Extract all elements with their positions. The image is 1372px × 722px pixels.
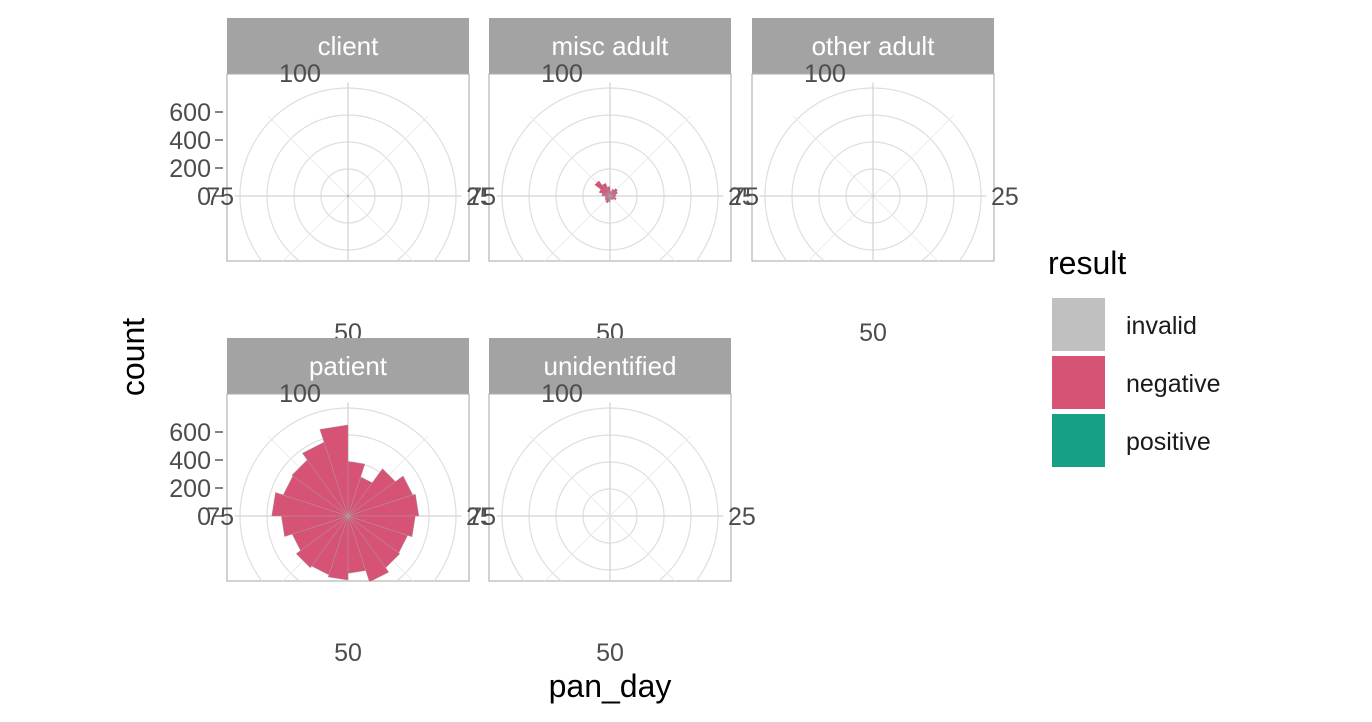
x-axis-title: pan_day bbox=[549, 668, 672, 704]
legend-label: invalid bbox=[1126, 312, 1197, 340]
facet-strip-label: misc adult bbox=[551, 31, 669, 61]
theta-tick-label: 25 bbox=[728, 183, 756, 211]
r-tick-label: 600 bbox=[169, 419, 211, 447]
r-tick-label: 400 bbox=[169, 127, 211, 155]
angular-gridline bbox=[544, 195, 611, 261]
angular-gridline bbox=[347, 195, 414, 261]
theta-tick-label: 50 bbox=[859, 319, 887, 347]
facet-strip-label: other adult bbox=[812, 31, 936, 61]
facet-strip bbox=[489, 338, 731, 394]
angular-gridline bbox=[544, 515, 611, 581]
facet-panel-unidentified: unidentified 25 50 75 100 bbox=[468, 338, 756, 667]
facet-strip bbox=[489, 18, 731, 74]
facet-strip-label: client bbox=[318, 31, 379, 61]
legend-key-positive bbox=[1052, 414, 1105, 467]
angular-gridline bbox=[282, 195, 349, 261]
y-axis-title: count bbox=[115, 318, 151, 396]
angular-gridline bbox=[267, 115, 349, 197]
r-tick-label: 200 bbox=[169, 475, 211, 503]
legend-label: negative bbox=[1126, 370, 1221, 398]
angular-gridline bbox=[529, 115, 611, 197]
theta-tick-label: 100 bbox=[279, 380, 321, 408]
theta-tick-label: 75 bbox=[206, 503, 234, 531]
theta-tick-label: 100 bbox=[541, 380, 583, 408]
theta-tick-label: 75 bbox=[731, 183, 759, 211]
theta-tick-label: 100 bbox=[279, 60, 321, 88]
polar-plot bbox=[759, 82, 987, 261]
angular-gridline bbox=[529, 435, 611, 517]
legend-key-negative bbox=[1052, 356, 1105, 409]
theta-tick-label: 75 bbox=[206, 183, 234, 211]
r-tick-label: 200 bbox=[169, 155, 211, 183]
facet-strip-label: patient bbox=[309, 351, 388, 381]
r-tick-label: 0 bbox=[197, 503, 211, 531]
theta-tick-label: 75 bbox=[468, 183, 496, 211]
theta-tick-label: 100 bbox=[541, 60, 583, 88]
facet-strip-label: unidentified bbox=[544, 351, 677, 381]
r-tick-label: 600 bbox=[169, 99, 211, 127]
bar-negative bbox=[319, 424, 349, 516]
legend-title: result bbox=[1048, 245, 1126, 281]
polar-plot bbox=[496, 82, 724, 261]
theta-tick-label: 25 bbox=[728, 503, 756, 531]
bar-negative bbox=[606, 186, 611, 197]
angular-gridline bbox=[872, 195, 939, 261]
facet-strip bbox=[752, 18, 994, 74]
angular-gridline bbox=[609, 195, 676, 261]
angular-gridline bbox=[872, 115, 954, 197]
facet-panel-other-adult: other adult 25 50 75 100 bbox=[731, 18, 1019, 347]
theta-tick-label: 25 bbox=[991, 183, 1019, 211]
legend-label: positive bbox=[1126, 428, 1211, 456]
angular-gridline bbox=[792, 115, 874, 197]
angular-gridline bbox=[347, 115, 429, 197]
angular-gridline bbox=[807, 195, 874, 261]
angular-gridline bbox=[609, 515, 676, 581]
legend: result invalid negative positive bbox=[1048, 245, 1221, 467]
r-tick-label: 0 bbox=[197, 183, 211, 211]
facet-strip bbox=[227, 338, 469, 394]
theta-tick-label: 100 bbox=[804, 60, 846, 88]
theta-tick-label: 50 bbox=[596, 639, 624, 667]
theta-tick-label: 75 bbox=[468, 503, 496, 531]
polar-plot bbox=[496, 402, 724, 581]
angular-gridline bbox=[609, 435, 691, 517]
polar-plot bbox=[234, 82, 462, 261]
polar-plot bbox=[234, 402, 462, 581]
facet-strip bbox=[227, 18, 469, 74]
angular-gridline bbox=[609, 115, 691, 197]
theta-tick-label: 50 bbox=[334, 639, 362, 667]
r-tick-label: 400 bbox=[169, 447, 211, 475]
legend-key-invalid bbox=[1052, 298, 1105, 351]
